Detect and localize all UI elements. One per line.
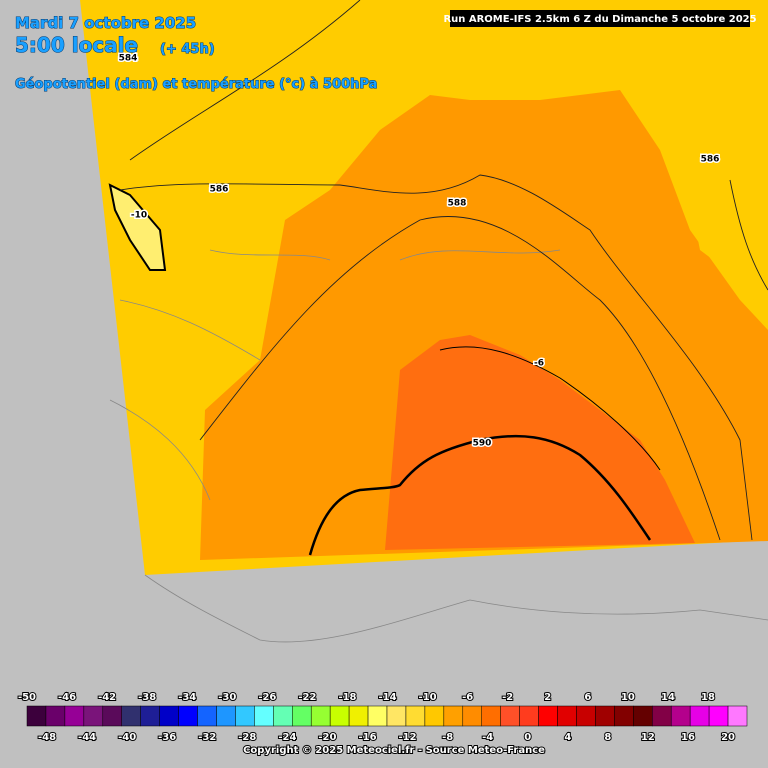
contour-label: -10 (131, 211, 147, 221)
color-swatch (670, 705, 691, 727)
colorbar-label: 18 (701, 692, 715, 703)
color-swatch (329, 705, 350, 727)
color-swatch (500, 705, 520, 727)
color-swatch (254, 705, 274, 727)
colorbar-label: -4 (482, 732, 493, 743)
color-swatch (727, 705, 748, 727)
colorbar-label: -22 (298, 692, 316, 703)
colorbar-label: -36 (158, 732, 176, 743)
color-swatch (26, 705, 47, 727)
colorbar-label: -20 (318, 732, 336, 743)
colorbar-label: -24 (278, 732, 296, 743)
color-swatch (235, 705, 255, 727)
colorbar-label: -48 (38, 732, 56, 743)
color-swatch (102, 705, 122, 727)
colorbar-label: 14 (661, 692, 675, 703)
isotherm-6 (439, 346, 661, 471)
color-swatch (64, 705, 85, 727)
colorbar-label: 16 (681, 732, 695, 743)
color-swatch (310, 705, 331, 727)
color-swatch (178, 705, 198, 727)
color-swatch (538, 705, 558, 727)
colorbar-label: -34 (178, 692, 196, 703)
color-swatch (273, 705, 293, 727)
color-swatch (443, 705, 464, 727)
color-swatch (614, 705, 634, 727)
color-swatch (481, 705, 501, 727)
color-swatch (348, 705, 369, 727)
lead: (+ 45h) (160, 42, 215, 57)
colorbar-label: 0 (524, 732, 531, 743)
contour-label: -6 (534, 359, 544, 369)
color-swatch (121, 705, 141, 727)
contour-590 (308, 434, 652, 556)
color-swatch (292, 705, 312, 727)
temp-zone-warm (385, 335, 695, 550)
colorbar-label: 12 (641, 732, 655, 743)
colorbar-label: 10 (621, 692, 635, 703)
colorbar-label: -12 (399, 732, 417, 743)
color-swatch (140, 705, 160, 727)
domain-warm-east (690, 180, 768, 320)
color-swatch (45, 705, 66, 727)
geopotential-contours (119, 0, 768, 541)
colorbar-label: -2 (502, 692, 513, 703)
color-swatch (83, 705, 104, 727)
color-swatch (633, 705, 653, 727)
borders (109, 249, 768, 643)
colorbar-label: -16 (358, 732, 376, 743)
color-swatch (367, 705, 388, 727)
copyright: Copyright © 2025 Meteociel.fr - Source M… (243, 745, 545, 756)
subtitle: Géopotentiel (dam) et température (°c) à… (15, 77, 377, 92)
colorbar-label: -32 (198, 732, 216, 743)
colorbar-label: -8 (442, 732, 453, 743)
time: 5:00 locale (15, 33, 138, 57)
colorbar-label: 20 (721, 732, 735, 743)
color-swatch (386, 705, 407, 727)
contour-label: 586 (210, 185, 229, 195)
contour-label: 590 (473, 439, 492, 449)
colorbar-label: -28 (238, 732, 256, 743)
color-swatch (595, 705, 615, 727)
cold-zone (108, 183, 167, 271)
run-label: Run AROME-IFS 2.5km 6 Z du Dimanche 5 oc… (443, 14, 756, 25)
colorbar-label: 2 (544, 692, 551, 703)
colorbar-label: -46 (58, 692, 76, 703)
colorbar: -50-48-46-44-42-40-38-36-34-32-30-28-26-… (17, 691, 748, 744)
colorbar-label: -44 (78, 732, 96, 743)
color-swatch (197, 705, 217, 727)
color-swatch (462, 705, 482, 727)
colorbar-label: 6 (584, 692, 591, 703)
colorbar-label: -50 (18, 692, 36, 703)
color-swatch (689, 705, 710, 727)
color-swatch (159, 705, 179, 727)
color-swatch (424, 705, 445, 727)
color-swatch (576, 705, 596, 727)
color-swatch (708, 705, 729, 727)
colorbar-label: -18 (338, 692, 356, 703)
colorbar-label: -42 (98, 692, 116, 703)
color-swatch (557, 705, 577, 727)
color-swatch (216, 705, 236, 727)
colorbar-label: -14 (379, 692, 397, 703)
contour-label: 588 (448, 199, 467, 209)
colorbar-label: -6 (462, 692, 473, 703)
contour-label: 586 (701, 155, 720, 165)
colorbar-label: -30 (218, 692, 236, 703)
color-swatch (652, 705, 672, 727)
colorbar-label: -26 (258, 692, 276, 703)
colorbar-label: -38 (138, 692, 156, 703)
contour-label: 584 (119, 54, 138, 64)
colorbar-label: 4 (564, 732, 571, 743)
run-box (450, 10, 750, 27)
colorbar-label: 8 (604, 732, 611, 743)
title: Mardi 7 octobre 2025 (15, 14, 196, 32)
color-swatch (519, 705, 539, 727)
colorbar-label: -10 (419, 692, 437, 703)
color-swatch (405, 705, 426, 727)
colorbar-label: -40 (118, 732, 136, 743)
